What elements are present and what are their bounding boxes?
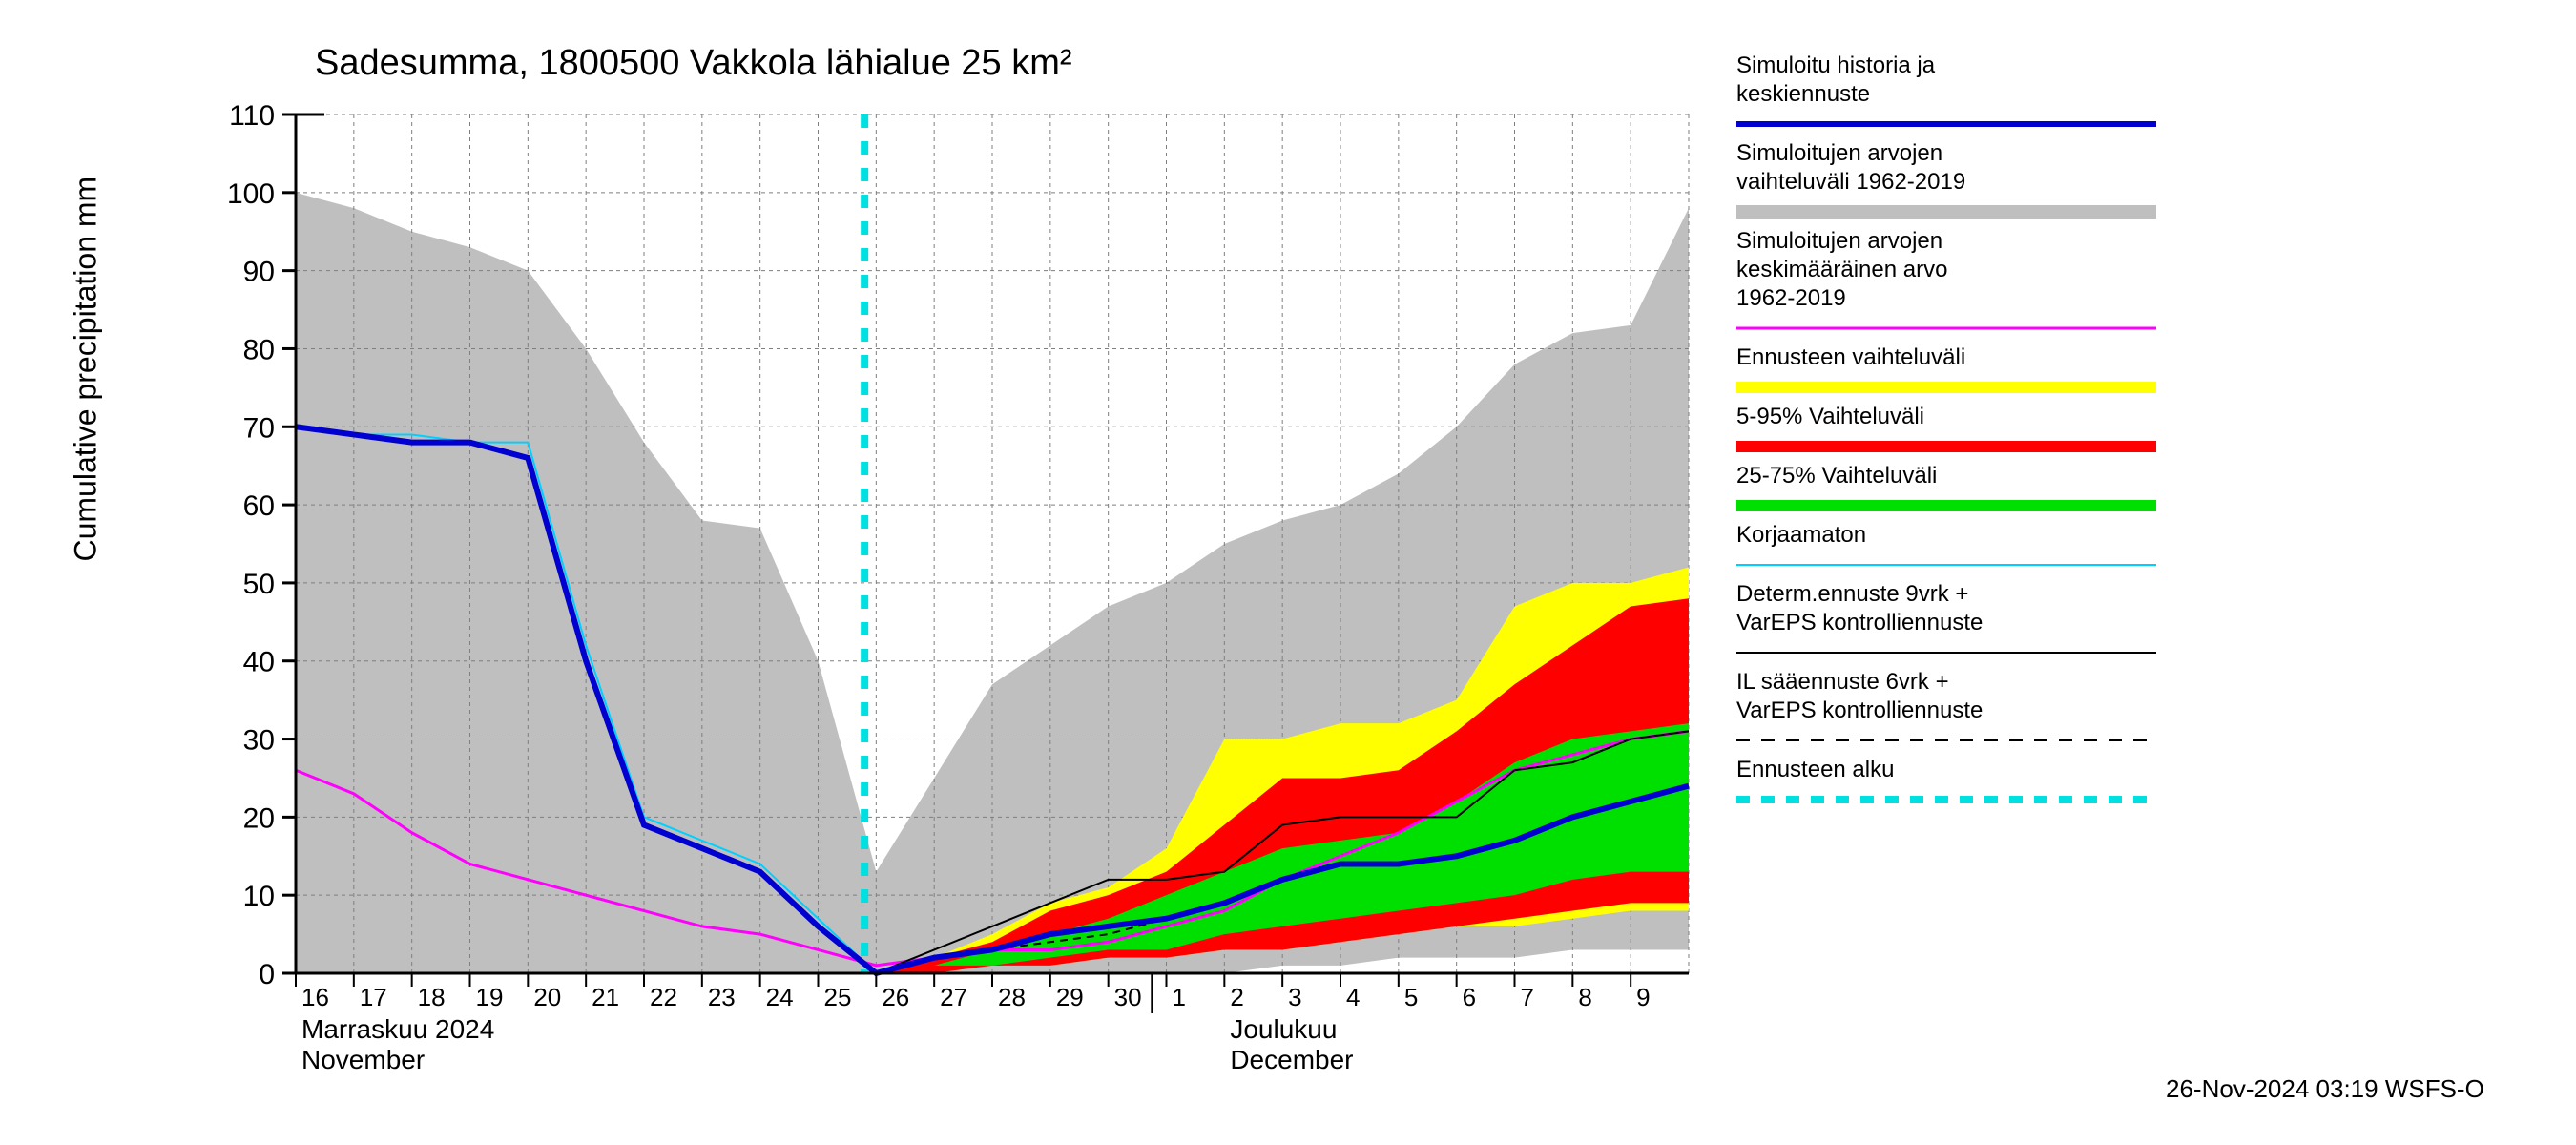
y-tick-label: 90	[243, 257, 275, 288]
legend-label: Simuloitu historia ja	[1736, 52, 1936, 78]
x-tick-label: 19	[476, 983, 504, 1011]
x-tick-label: 6	[1463, 983, 1476, 1011]
legend-label: 25-75% Vaihteluväli	[1736, 463, 1937, 489]
legend-label: Determ.ennuste 9vrk +	[1736, 581, 1968, 607]
legend-label: VarEPS kontrolliennuste	[1736, 610, 1983, 635]
x-tick-label: 16	[301, 983, 329, 1011]
chart-svg: 0102030405060708090100110161718192021222…	[76, 19, 2519, 1116]
y-tick-label: 0	[259, 959, 275, 990]
legend-label: VarEPS kontrolliennuste	[1736, 697, 1983, 723]
legend-label: vaihteluväli 1962-2019	[1736, 169, 1965, 195]
x-tick-label: 2	[1230, 983, 1243, 1011]
y-tick-label: 10	[243, 881, 275, 912]
chart-container: Cumulative precipitation mm 010203040506…	[76, 19, 2519, 1116]
y-axis-label: Cumulative precipitation mm	[69, 177, 104, 562]
y-tick-label: 80	[243, 334, 275, 365]
y-tick-label: 30	[243, 725, 275, 757]
x-tick-label: 23	[708, 983, 736, 1011]
x-tick-label: 4	[1346, 983, 1360, 1011]
y-tick-label: 70	[243, 412, 275, 444]
x-tick-label: 17	[360, 983, 387, 1011]
legend-label: Korjaamaton	[1736, 522, 1866, 548]
y-tick-label: 50	[243, 569, 275, 600]
legend-label: Simuloitujen arvojen	[1736, 140, 1942, 166]
legend-label: IL sääennuste 6vrk +	[1736, 669, 1949, 695]
legend-label: 5-95% Vaihteluväli	[1736, 404, 1924, 429]
y-tick-label: 40	[243, 647, 275, 678]
x-tick-label: 18	[418, 983, 446, 1011]
month-label-en-1: November	[301, 1045, 425, 1074]
chart-title: Sadesumma, 1800500 Vakkola lähialue 25 k…	[315, 43, 1072, 83]
x-tick-label: 3	[1288, 983, 1301, 1011]
x-tick-label: 26	[882, 983, 909, 1011]
x-tick-label: 21	[592, 983, 619, 1011]
legend-label: 1962-2019	[1736, 285, 1846, 311]
x-tick-label: 5	[1404, 983, 1418, 1011]
y-tick-label: 100	[227, 178, 275, 210]
y-tick-label: 110	[229, 100, 275, 132]
x-tick-label: 27	[940, 983, 967, 1011]
x-tick-label: 9	[1636, 983, 1650, 1011]
x-tick-label: 25	[824, 983, 852, 1011]
x-tick-label: 22	[650, 983, 677, 1011]
x-tick-label: 30	[1114, 983, 1142, 1011]
legend-label: Ennusteen vaihteluväli	[1736, 344, 1965, 370]
y-tick-label: 60	[243, 490, 275, 522]
footer-timestamp: 26-Nov-2024 03:19 WSFS-O	[2166, 1074, 2484, 1103]
x-tick-label: 8	[1578, 983, 1591, 1011]
month-label-fi-2: Joulukuu	[1230, 1014, 1337, 1044]
x-tick-label: 28	[998, 983, 1026, 1011]
legend-label: Simuloitujen arvojen	[1736, 228, 1942, 254]
x-tick-label: 20	[533, 983, 561, 1011]
legend-label: keskimääräinen arvo	[1736, 257, 1947, 282]
month-label-fi-1: Marraskuu 2024	[301, 1014, 494, 1044]
y-tick-label: 20	[243, 802, 275, 834]
legend-label: keskiennuste	[1736, 81, 1870, 107]
x-tick-label: 24	[766, 983, 794, 1011]
x-tick-label: 7	[1521, 983, 1534, 1011]
legend-label: Ennusteen alku	[1736, 757, 1894, 782]
month-label-en-2: December	[1230, 1045, 1353, 1074]
x-tick-label: 1	[1173, 983, 1186, 1011]
x-tick-label: 29	[1056, 983, 1084, 1011]
